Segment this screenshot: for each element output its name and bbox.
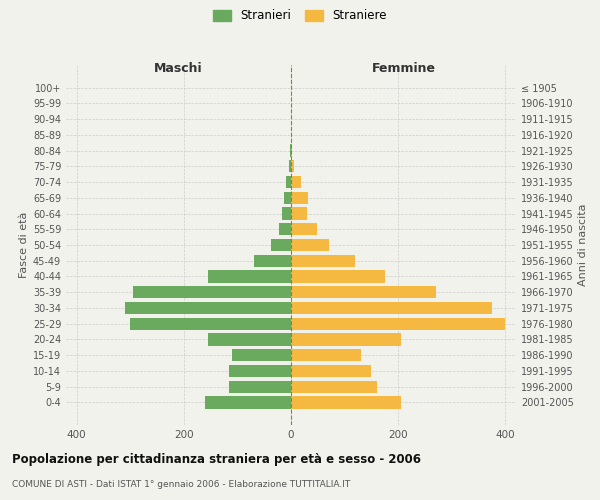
Bar [208,334,291,345]
Bar [291,176,301,188]
Bar [208,270,291,282]
Bar [291,192,308,204]
Bar [291,318,505,330]
Y-axis label: Fasce di età: Fasce di età [19,212,29,278]
Bar [289,160,291,172]
Bar [291,334,401,345]
Text: Popolazione per cittadinanza straniera per età e sesso - 2006: Popolazione per cittadinanza straniera p… [12,452,421,466]
Bar [205,396,291,408]
Bar [291,208,307,220]
Bar [229,365,291,377]
Text: Maschi: Maschi [154,62,203,75]
Bar [125,302,291,314]
Bar [133,286,291,298]
Bar [232,349,291,362]
Bar [291,380,377,393]
Bar [291,223,317,235]
Bar [229,380,291,393]
Text: COMUNE DI ASTI - Dati ISTAT 1° gennaio 2006 - Elaborazione TUTTITALIA.IT: COMUNE DI ASTI - Dati ISTAT 1° gennaio 2… [12,480,350,489]
Bar [291,286,436,298]
Legend: Stranieri, Straniere: Stranieri, Straniere [209,6,391,26]
Bar [291,365,371,377]
Bar [291,254,355,267]
Bar [291,160,293,172]
Bar [279,223,291,235]
Bar [291,349,361,362]
Bar [291,302,492,314]
Bar [130,318,291,330]
Bar [283,208,291,220]
Bar [286,176,291,188]
Bar [291,270,385,282]
Bar [291,144,292,156]
Bar [284,192,291,204]
Bar [291,396,401,408]
Text: Femmine: Femmine [371,62,436,75]
Y-axis label: Anni di nascita: Anni di nascita [578,204,588,286]
Bar [254,254,291,267]
Bar [291,239,329,251]
Bar [271,239,291,251]
